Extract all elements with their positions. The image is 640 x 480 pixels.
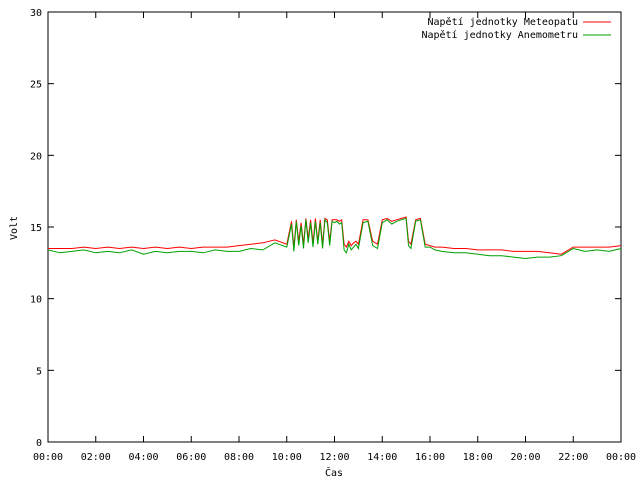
x-tick-label: 18:00: [463, 452, 493, 463]
series-layer: [47, 216, 622, 260]
y-tick-label: 15: [30, 223, 42, 234]
series-line-2: [47, 217, 622, 260]
x-tick-label: 06:00: [176, 452, 206, 463]
x-tick-label: 00:00: [606, 452, 636, 463]
x-tick-label: 00:00: [33, 452, 63, 463]
x-tick-label: 04:00: [128, 452, 158, 463]
y-tick-label: 25: [30, 80, 42, 91]
series-line-1: [48, 216, 622, 255]
x-tick-label: 20:00: [510, 452, 540, 463]
y-tick-label: 10: [30, 295, 42, 306]
y-tick-label: 0: [36, 438, 42, 449]
plot-frame: [47, 11, 622, 443]
x-tick-label: 16:00: [415, 452, 445, 463]
y-tick-label: 30: [30, 8, 42, 19]
x-tick-label: 22:00: [558, 452, 588, 463]
x-axis-label: Čas: [325, 466, 343, 479]
legend-label-2: Napětí jednotky Anemometru: [421, 29, 578, 41]
x-tick-label: 08:00: [224, 452, 254, 463]
x-tick-label: 10:00: [272, 452, 302, 463]
legend-label-1: Napětí jednotky Meteopatu: [427, 16, 578, 28]
x-tick-label: 02:00: [81, 452, 111, 463]
x-tick-label: 14:00: [367, 452, 397, 463]
x-tick-label: 12:00: [319, 452, 349, 463]
y-tick-label: 5: [36, 366, 42, 377]
y-axis-label: Volt: [9, 216, 20, 240]
y-tick-label: 20: [30, 151, 42, 162]
axes: 0 5 10 15 20 25 30 00:00 02:00 04:00 06:00 08:00 10:…: [30, 8, 636, 463]
